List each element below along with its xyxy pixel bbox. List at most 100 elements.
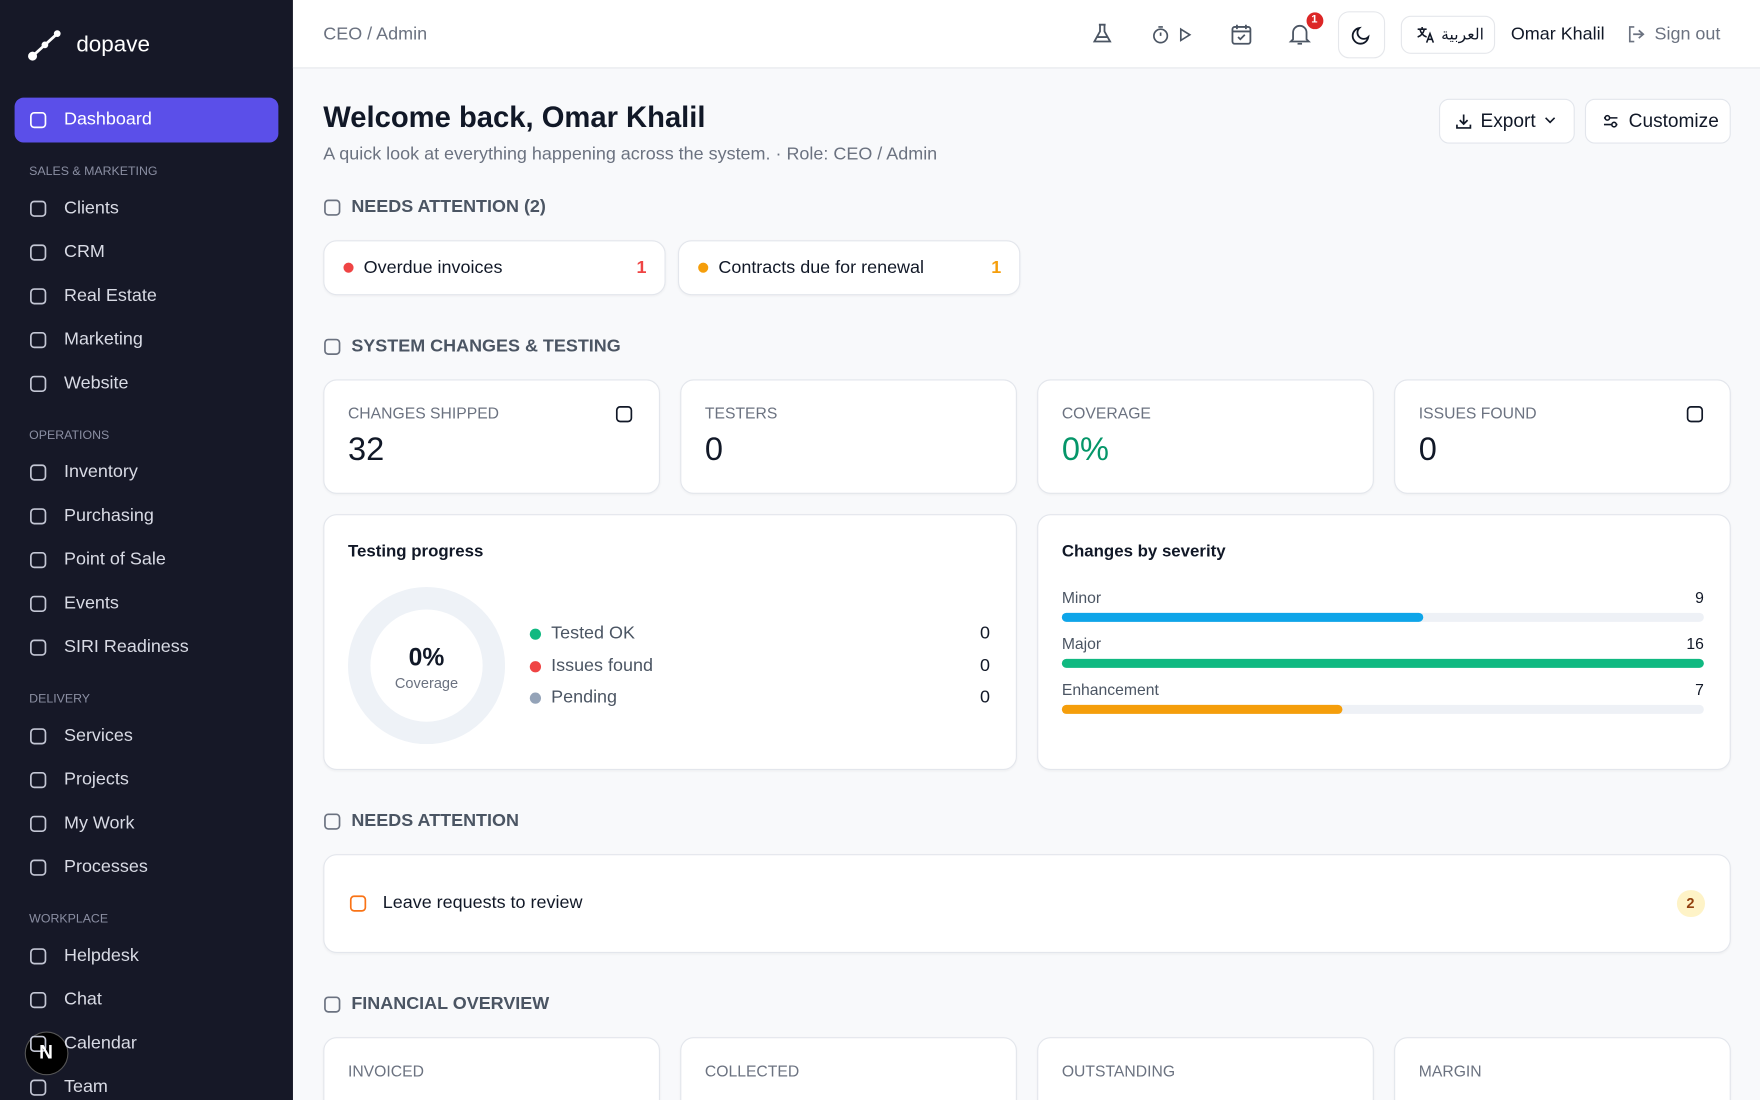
severity-label: Enhancement: [1061, 680, 1159, 699]
severity-bar: [1061, 612, 1423, 622]
leave-icon: [349, 895, 367, 912]
finance-card: [323, 1037, 661, 1100]
nav-icon: [30, 595, 47, 613]
stat-card: [680, 379, 1017, 494]
icon-shape: [30, 728, 47, 745]
avatar[interactable]: [24, 1031, 69, 1076]
nav-item[interactable]: SIRI Readiness: [63, 637, 189, 657]
attention-count: 2: [1686, 894, 1695, 912]
card-title: Testing progress: [347, 541, 484, 561]
bell-icon[interactable]: [1288, 22, 1311, 46]
section-icon: [324, 996, 341, 1013]
nav-item[interactable]: Clients: [63, 198, 119, 218]
attention-label: Overdue invoices: [363, 258, 503, 278]
nav-item[interactable]: Website: [63, 373, 129, 393]
attention-count: 1: [991, 258, 1002, 278]
nav-section-label: OPERATIONS: [29, 428, 110, 442]
nav-icon: [30, 331, 47, 349]
icon-shape: [30, 288, 47, 305]
section-title: SYSTEM CHANGES & TESTING: [351, 336, 621, 356]
download-icon: [1456, 114, 1472, 129]
legend-label: Issues found: [551, 656, 653, 676]
language: العربية: [1441, 24, 1485, 43]
icon-shape: [1686, 406, 1704, 423]
legend-value: 0: [980, 656, 991, 676]
icon-shape: [324, 199, 341, 216]
nav-section-label: SALES & MARKETING: [29, 164, 158, 178]
nav-active: [14, 97, 279, 143]
language-button[interactable]: [1400, 15, 1496, 54]
signout-icon[interactable]: [1626, 25, 1645, 44]
nav-icon: [30, 200, 47, 217]
theme-button[interactable]: [1337, 11, 1386, 59]
translate-icon: [1417, 26, 1435, 43]
attention-count: 1: [636, 258, 647, 278]
action: Customize: [1628, 110, 1719, 132]
finance-label: COLLECTED: [704, 1061, 800, 1080]
calendar-icon[interactable]: [1230, 22, 1252, 46]
nav-icon: [30, 859, 47, 876]
attention-list-card: [323, 854, 1731, 953]
nav-item[interactable]: My Work: [63, 813, 135, 833]
stat-value: 0: [704, 431, 724, 468]
nav-item[interactable]: Inventory: [63, 462, 138, 482]
nav-section-label: DELIVERY: [29, 691, 91, 706]
nav-item[interactable]: CRM: [63, 242, 105, 262]
nav-icon: [30, 1035, 47, 1053]
count-badge: [1676, 890, 1706, 918]
nav-item[interactable]: Purchasing: [63, 506, 154, 526]
customize-button[interactable]: [1584, 98, 1731, 144]
nav-item[interactable]: Events: [63, 593, 119, 613]
nav-item[interactable]: Team: [63, 1077, 108, 1097]
legend-value: 0: [980, 688, 991, 708]
user-name: Omar Khalil: [1510, 24, 1605, 44]
legend-dot: [529, 661, 542, 673]
attention-label: Contracts due for renewal: [718, 258, 925, 278]
stat-label: ISSUES FOUND: [1418, 404, 1537, 423]
icon-shape: [30, 551, 47, 569]
icon-shape: [30, 595, 47, 613]
stat-icon: [615, 406, 633, 423]
nav-item[interactable]: Real Estate: [63, 286, 157, 306]
stat-value: 0%: [1061, 431, 1109, 468]
donut-caption: Coverage: [394, 674, 459, 692]
nav-item[interactable]: Marketing: [63, 330, 143, 350]
nav-item[interactable]: Chat: [63, 990, 102, 1010]
icon-shape: [30, 948, 47, 965]
donut-track: [347, 587, 506, 745]
icon-shape: [30, 508, 47, 525]
icon-shape: [324, 338, 341, 355]
nav-item[interactable]: Helpdesk: [63, 946, 139, 966]
timer-icon[interactable]: [1151, 24, 1196, 46]
nav-icon: [30, 244, 47, 261]
stat-value: 32: [347, 431, 385, 468]
legend-dot: [529, 628, 542, 640]
nav-item[interactable]: Point of Sale: [63, 550, 166, 570]
flask-icon[interactable]: [1091, 22, 1113, 44]
avatar-letter: N: [39, 1041, 53, 1063]
severity-card: [1037, 514, 1731, 771]
nav-item[interactable]: Calendar: [63, 1033, 137, 1053]
icon-shape: [349, 895, 367, 912]
sign-out[interactable]: Sign out: [1654, 24, 1721, 44]
chevron-icon: [1545, 117, 1556, 124]
finance-card: [1394, 1037, 1731, 1100]
severity-value: 16: [1686, 634, 1704, 653]
legend-value: 0: [980, 624, 991, 644]
section-title: NEEDS ATTENTION: [351, 811, 519, 831]
icon-shape: [30, 244, 47, 261]
icon-shape: [30, 771, 47, 789]
nav-item[interactable]: Services: [63, 726, 133, 746]
severity-track: [1061, 704, 1704, 714]
nav-icon: [30, 464, 47, 481]
icon-shape: [30, 991, 47, 1009]
severity-label: Major: [1061, 634, 1102, 653]
nav-item[interactable]: Dashboard: [63, 110, 152, 130]
nav-item[interactable]: Processes: [63, 857, 148, 877]
nav-item[interactable]: Projects: [63, 770, 129, 790]
icon-shape: [615, 406, 633, 423]
nav-icon: [30, 508, 47, 525]
legend-label: Tested OK: [551, 624, 635, 644]
